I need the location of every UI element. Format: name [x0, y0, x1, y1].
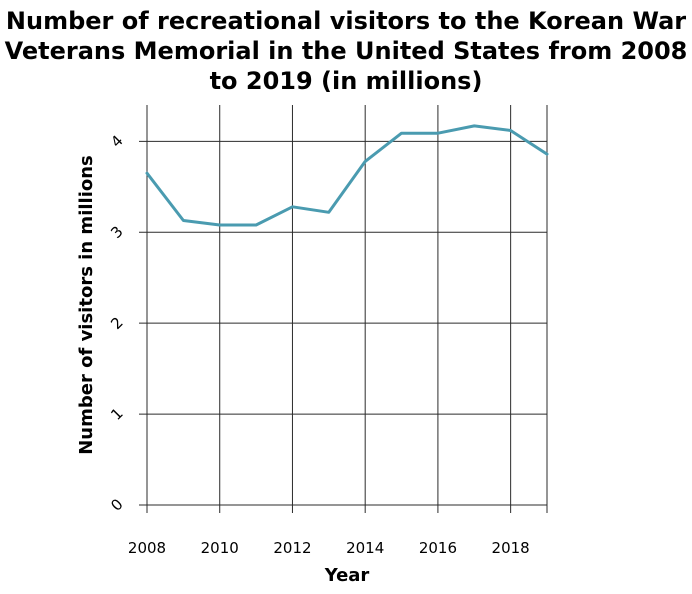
x-tick-label: 2016 — [419, 539, 457, 557]
series-layer — [145, 124, 549, 227]
x-tick-label: 2010 — [201, 539, 239, 557]
chart-title: Number of recreational visitors to the K… — [4, 7, 688, 95]
x-tick-label: 2018 — [492, 539, 530, 557]
y-axis-ticks: 0 1 2 3 4 — [107, 132, 126, 515]
y-axis-title: Number of visitors in millions — [76, 155, 97, 455]
series-line — [145, 124, 549, 227]
y-tick-label: 3 — [107, 223, 126, 242]
x-tick-label: 2008 — [128, 539, 166, 557]
x-axis-title: Year — [324, 565, 370, 586]
y-tick-label: 2 — [107, 313, 126, 332]
grid — [139, 105, 548, 513]
y-tick-label: 4 — [107, 132, 126, 151]
x-tick-label: 2012 — [273, 539, 311, 557]
y-tick-label: 1 — [107, 404, 126, 423]
x-axis-ticks: 2008 2010 2012 2014 2016 2018 — [128, 539, 530, 557]
y-tick-label: 0 — [107, 495, 126, 514]
x-tick-label: 2014 — [346, 539, 384, 557]
